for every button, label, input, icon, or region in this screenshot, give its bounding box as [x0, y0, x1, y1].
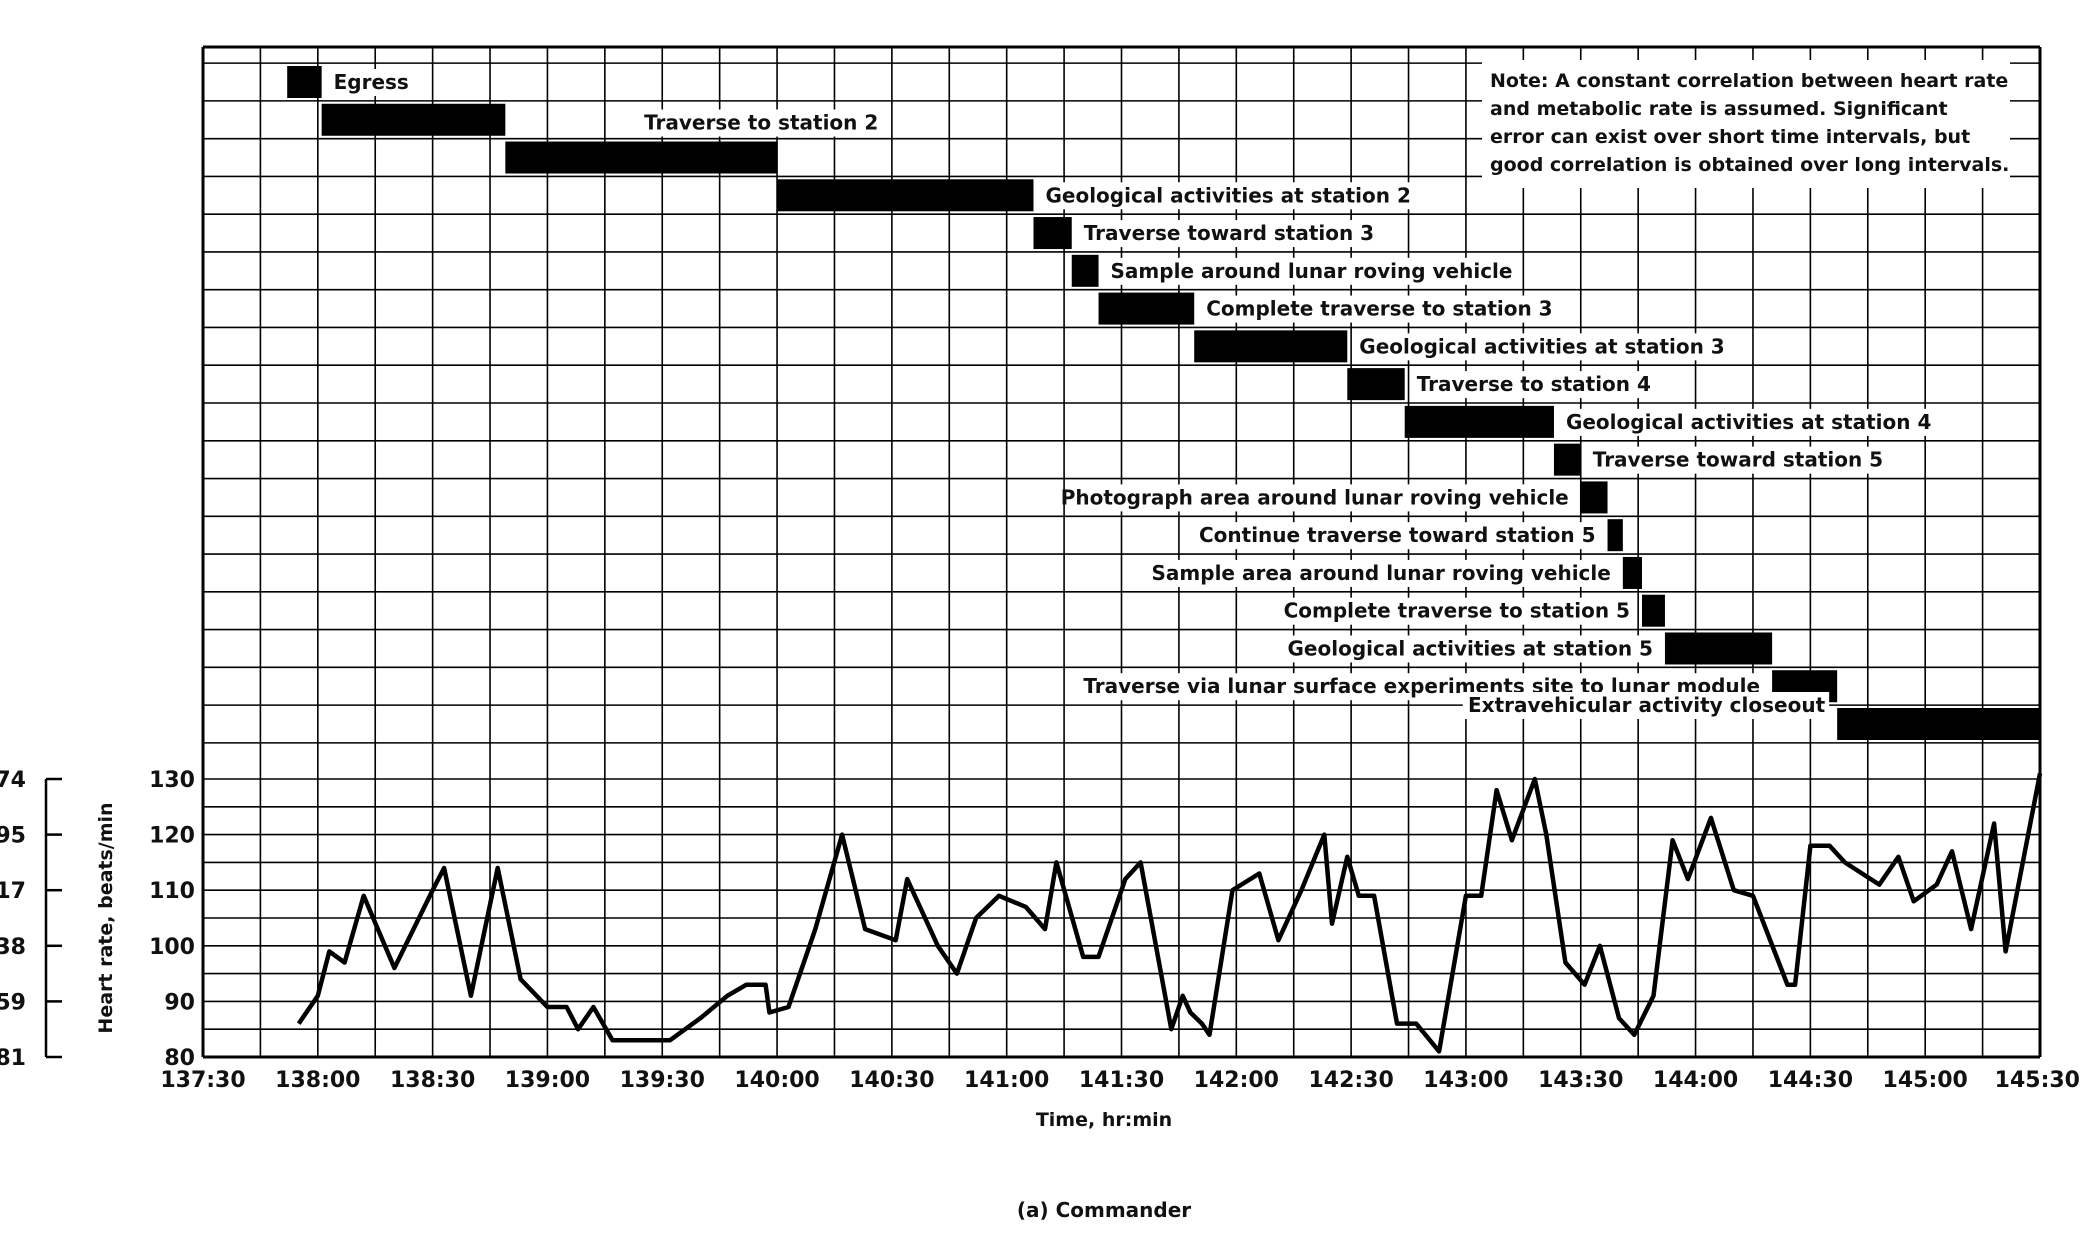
activity-bar: [505, 141, 778, 174]
y-tick-label: 110: [149, 879, 195, 904]
activity-label-background: [329, 69, 405, 96]
activity-label-background: [1106, 257, 1496, 285]
activity-label: Complete traverse to station 5: [1284, 599, 1630, 623]
activity-label-background: [1355, 333, 1745, 361]
chart-axes: 80 90 100 110 120 130 74 95 17 38 59 81 Heart rate, …: [0, 768, 2080, 1222]
activity-label: Traverse toward station 5: [1593, 448, 1883, 472]
y-tick-label: 120: [149, 824, 195, 849]
activity-label-background: [1083, 484, 1573, 512]
activity-label: Geological activities at station 2: [1045, 183, 1410, 207]
y-axis-title: Heart rate, beats/min: [95, 802, 117, 1033]
x-tick-label: 139:00: [505, 1068, 590, 1093]
y-tick-label: 80: [164, 1046, 195, 1071]
note-line: good correlation is obtained over long i…: [1490, 154, 2009, 176]
x-axis-title: Time, hr:min: [1036, 1109, 1172, 1131]
activity-label: Geological activities at station 5: [1288, 636, 1653, 660]
left-axis-label: 81: [0, 1046, 26, 1071]
activity-bar: [1033, 217, 1072, 250]
activity-label: Traverse to station 2: [644, 111, 878, 135]
x-tick-label: 138:30: [390, 1068, 475, 1093]
activity-bar: [1607, 519, 1623, 552]
activity-label: Egress: [334, 70, 409, 94]
activity-label-background: [1561, 408, 1951, 436]
left-axis-label: 38: [0, 935, 26, 960]
chart-grid: [201, 45, 2042, 1059]
left-axis-label: 17: [0, 879, 26, 904]
activity-label-background: [1170, 559, 1615, 587]
x-tick-label: 142:30: [1308, 1068, 1393, 1093]
activity-bar: [1071, 254, 1099, 287]
note-line: Note: A constant correlation between hea…: [1490, 70, 2008, 92]
note-line: and metabolic rate is assumed. Significa…: [1490, 98, 1948, 120]
x-tick-label: 144:30: [1768, 1068, 1853, 1093]
x-tick-label: 143:30: [1538, 1068, 1623, 1093]
activity-label-background: [1041, 182, 1431, 210]
x-tick-label: 140:30: [849, 1068, 934, 1093]
x-tick-label: 140:00: [734, 1068, 819, 1093]
y-tick-label: 100: [149, 935, 195, 960]
x-tick-label: 142:00: [1194, 1068, 1279, 1093]
activity-bar: [1404, 405, 1554, 438]
activity-label: Photograph area around lunar roving vehi…: [1061, 485, 1569, 509]
x-tick-label: 137:30: [160, 1068, 245, 1093]
activity-bar: [1194, 330, 1348, 363]
left-axis-label: 59: [0, 990, 26, 1015]
activity-label-background: [1588, 446, 1877, 474]
activity-labels: Egress Traverse to station 2 Geological ac…: [329, 69, 1951, 719]
chart-note: Note: A constant correlation between hea…: [1482, 60, 2010, 188]
activity-bar: [1641, 594, 1665, 627]
activity-bars: [287, 66, 2040, 740]
heart-rate-series: [296, 772, 2043, 1054]
activity-label-background: [1462, 692, 1830, 719]
activity-label: Sample around lunar roving vehicle: [1111, 259, 1513, 283]
x-tick-label: 144:00: [1653, 1068, 1738, 1093]
x-tick-label: 143:00: [1423, 1068, 1508, 1093]
activity-label-background: [1202, 295, 1547, 323]
note-background: [1482, 60, 2010, 188]
activity-bar: [1622, 556, 1642, 589]
activity-label: Sample area around lunar roving vehicle: [1152, 561, 1611, 585]
figure-caption: (a) Commander: [1017, 1198, 1191, 1222]
activity-bar: [1098, 292, 1195, 325]
activity-bar: [777, 179, 1034, 212]
activity-bar: [1553, 443, 1581, 476]
y-tick-label: 130: [149, 768, 195, 793]
x-tick-label: 145:30: [1995, 1068, 2080, 1093]
activity-bar: [321, 103, 506, 136]
left-axis-label: 95: [0, 824, 26, 849]
note-line: error can exist over short time interval…: [1490, 126, 1970, 148]
activity-label-background: [1268, 635, 1657, 663]
x-tick-label: 145:00: [1883, 1068, 1968, 1093]
activity-label: Continue traverse toward station 5: [1199, 523, 1596, 547]
activity-bar: [1837, 708, 2040, 740]
activity-label-background: [639, 109, 883, 137]
heart-rate-line: [296, 772, 2043, 1054]
activity-label-background: [1079, 220, 1368, 248]
x-tick-label: 141:30: [1079, 1068, 1164, 1093]
x-tick-label: 138:00: [275, 1068, 360, 1093]
y-tick-label: 90: [164, 990, 195, 1015]
activity-label: Geological activities at station 3: [1359, 334, 1724, 358]
activity-label-background: [1289, 597, 1634, 625]
activity-label: Traverse to station 4: [1417, 372, 1651, 396]
activity-label: Extravehicular activity closeout: [1468, 693, 1826, 717]
x-tick-label: 141:00: [964, 1068, 1049, 1093]
activity-label: Complete traverse to station 3: [1206, 297, 1552, 321]
activity-bar: [1664, 632, 1773, 665]
activity-bar: [1580, 481, 1608, 514]
activity-label: Traverse toward station 3: [1084, 221, 1374, 245]
activity-label-background: [1210, 522, 1600, 550]
activity-label-background: [1412, 371, 1656, 399]
activity-bar: [1347, 368, 1405, 401]
activity-bar: [287, 66, 322, 98]
activity-label: Geological activities at station 4: [1566, 410, 1931, 434]
x-tick-label: 139:30: [620, 1068, 705, 1093]
left-axis-label: 74: [0, 768, 26, 793]
